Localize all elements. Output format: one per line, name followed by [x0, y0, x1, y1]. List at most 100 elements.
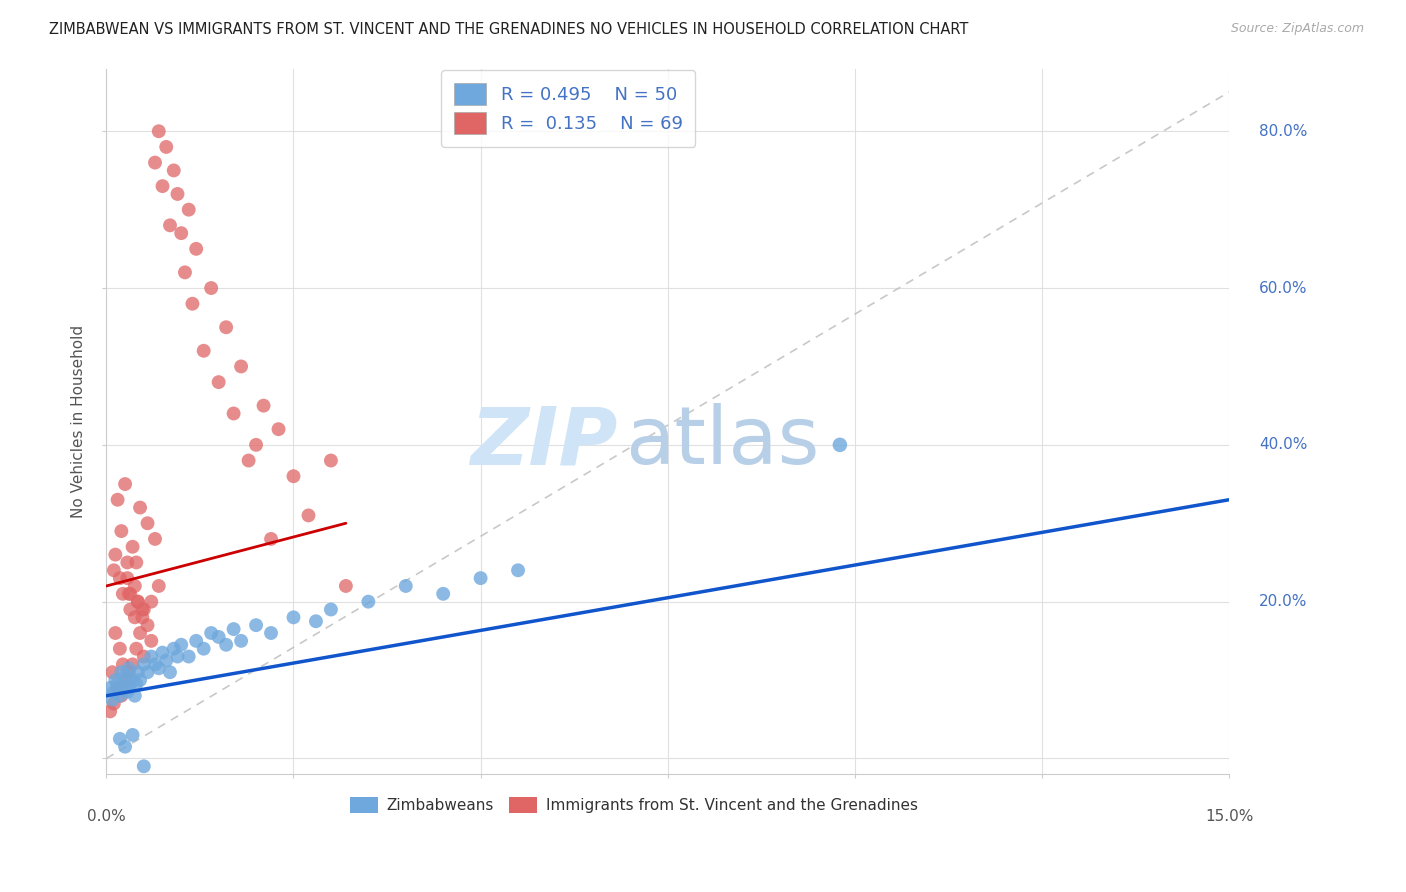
Point: [152, 646, 174, 660]
Text: 80.0%: 80.0%: [1258, 124, 1308, 139]
Point: [152, 179, 174, 194]
Point: [98, 681, 121, 695]
Point: [200, 626, 222, 640]
Point: [208, 375, 231, 389]
Point: [143, 657, 166, 672]
Point: [828, 438, 851, 452]
Point: [104, 626, 127, 640]
Point: [177, 649, 200, 664]
Point: [143, 155, 166, 169]
Point: [124, 610, 146, 624]
Text: 20.0%: 20.0%: [1258, 594, 1308, 609]
Point: [125, 556, 148, 570]
Point: [108, 731, 131, 746]
Point: [470, 571, 492, 585]
Text: 0.0%: 0.0%: [87, 809, 125, 824]
Point: [136, 665, 159, 680]
Point: [163, 163, 186, 178]
Point: [245, 438, 267, 452]
Point: [114, 739, 136, 754]
Point: [107, 677, 129, 691]
Point: [283, 610, 305, 624]
Point: [283, 469, 305, 483]
Point: [114, 477, 136, 491]
Point: [125, 677, 148, 691]
Point: [319, 602, 342, 616]
Text: ZIMBABWEAN VS IMMIGRANTS FROM ST. VINCENT AND THE GRENADINES NO VEHICLES IN HOUS: ZIMBABWEAN VS IMMIGRANTS FROM ST. VINCEN…: [49, 22, 969, 37]
Point: [110, 524, 132, 538]
Point: [107, 492, 129, 507]
Point: [120, 677, 142, 691]
Point: [136, 516, 159, 531]
Point: [111, 587, 134, 601]
Point: [193, 641, 215, 656]
Point: [117, 685, 139, 699]
Point: [186, 633, 208, 648]
Point: [117, 571, 139, 585]
Point: [193, 343, 215, 358]
Point: [170, 226, 193, 240]
Point: [148, 124, 170, 138]
Point: [107, 681, 129, 695]
Point: [177, 202, 200, 217]
Point: [121, 728, 143, 742]
Point: [252, 399, 274, 413]
Point: [238, 453, 260, 467]
Point: [118, 661, 141, 675]
Point: [125, 641, 148, 656]
Point: [108, 689, 131, 703]
Point: [104, 548, 127, 562]
Point: [163, 641, 186, 656]
Point: [141, 633, 163, 648]
Point: [124, 689, 146, 703]
Point: [215, 320, 238, 334]
Text: ZIP: ZIP: [470, 403, 617, 482]
Point: [103, 685, 125, 699]
Point: [111, 657, 134, 672]
Point: [103, 697, 125, 711]
Point: [305, 614, 328, 628]
Point: [101, 665, 124, 680]
Point: [114, 669, 136, 683]
Text: 40.0%: 40.0%: [1258, 437, 1308, 452]
Point: [159, 665, 181, 680]
Point: [166, 186, 188, 201]
Point: [129, 673, 152, 687]
Point: [120, 587, 142, 601]
Point: [141, 649, 163, 664]
Point: [222, 622, 245, 636]
Point: [121, 657, 143, 672]
Point: [357, 594, 380, 608]
Point: [319, 453, 342, 467]
Point: [114, 673, 136, 687]
Point: [98, 705, 121, 719]
Point: [118, 665, 141, 680]
Point: [129, 500, 152, 515]
Point: [111, 681, 134, 695]
Point: [127, 594, 149, 608]
Point: [432, 587, 454, 601]
Text: atlas: atlas: [626, 403, 820, 482]
Point: [506, 563, 529, 577]
Point: [121, 540, 143, 554]
Point: [170, 638, 193, 652]
Point: [141, 594, 163, 608]
Point: [108, 641, 131, 656]
Point: [143, 532, 166, 546]
Legend: Zimbabweans, Immigrants from St. Vincent and the Grenadines: Zimbabweans, Immigrants from St. Vincent…: [344, 790, 924, 820]
Point: [117, 556, 139, 570]
Point: [101, 692, 124, 706]
Text: Source: ZipAtlas.com: Source: ZipAtlas.com: [1230, 22, 1364, 36]
Point: [260, 532, 283, 546]
Point: [132, 649, 155, 664]
Point: [229, 359, 252, 374]
Point: [103, 563, 125, 577]
Point: [124, 579, 146, 593]
Point: [131, 610, 153, 624]
Point: [118, 587, 141, 601]
Point: [159, 219, 181, 233]
Point: [132, 759, 155, 773]
Text: 60.0%: 60.0%: [1258, 281, 1308, 295]
Point: [131, 602, 153, 616]
Point: [121, 673, 143, 687]
